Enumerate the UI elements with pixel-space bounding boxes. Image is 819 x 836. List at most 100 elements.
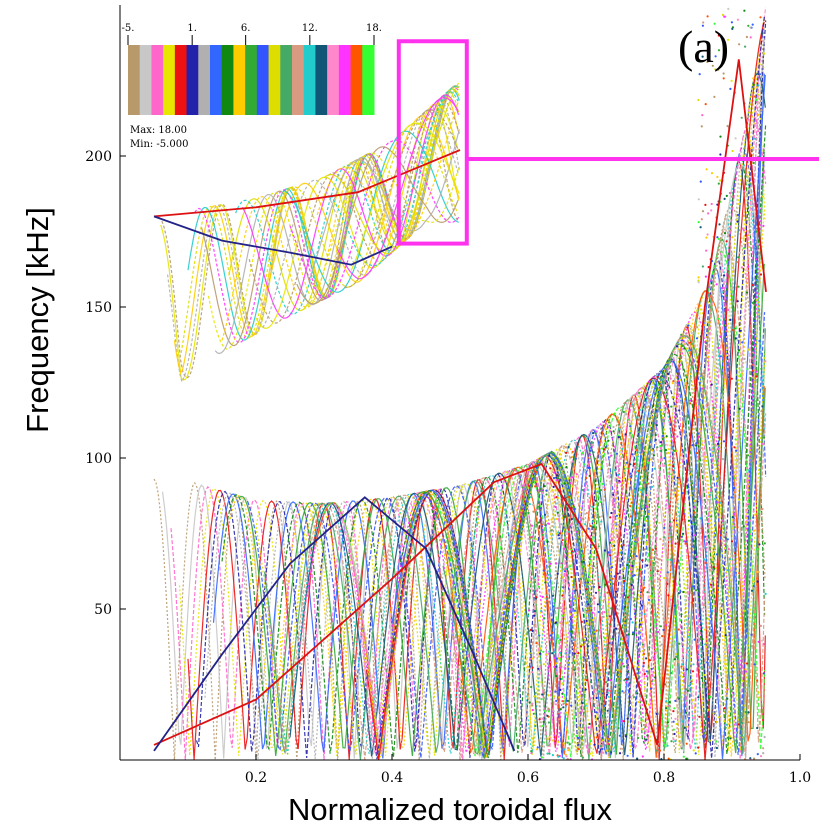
scatter-point (587, 527, 590, 530)
scatter-point (597, 690, 600, 693)
scatter-point (594, 499, 597, 502)
scatter-point (747, 265, 750, 268)
scatter-point (745, 361, 748, 364)
scatter-point (646, 396, 650, 400)
upper-mode-curve (221, 86, 460, 341)
scatter-point (652, 375, 655, 379)
scatter-point (551, 489, 554, 492)
scatter-point (709, 695, 712, 699)
scatter-point (675, 722, 678, 726)
scatter-point (734, 137, 737, 140)
scatter-point (626, 467, 629, 470)
scatter-point (607, 580, 610, 584)
scatter-point (577, 652, 580, 655)
scatter-point (559, 621, 562, 624)
scatter-point (682, 532, 685, 535)
scatter-point (669, 598, 672, 601)
scatter-point (531, 671, 534, 674)
scatter-point (672, 380, 675, 383)
scatter-point (551, 631, 554, 634)
scatter-point (658, 749, 662, 752)
scatter-point (569, 482, 572, 485)
scatter-point (560, 562, 563, 565)
scatter-point (563, 485, 566, 489)
scatter-point (670, 405, 673, 408)
scatter-point (538, 619, 541, 622)
scatter-point (547, 665, 551, 668)
scatter-point (551, 594, 555, 597)
scatter-point (542, 650, 545, 653)
scatter-point (582, 560, 585, 563)
scatter-point (578, 711, 581, 715)
scatter-point (577, 748, 581, 751)
scatter-point (540, 756, 544, 759)
scatter-point (564, 652, 567, 655)
scatter-point (745, 291, 749, 294)
y-tick-label: 100 (85, 451, 112, 467)
scatter-point (630, 547, 633, 551)
scatter-point (601, 747, 604, 751)
scatter-point (739, 578, 742, 581)
scatter-point (752, 516, 755, 519)
colorbar-swatch (233, 45, 246, 115)
scatter-point (738, 43, 741, 46)
scatter-point (559, 688, 562, 692)
scatter-point (571, 550, 574, 553)
scatter-point (639, 589, 642, 592)
scatter-point (555, 657, 559, 660)
scatter-point (678, 674, 681, 677)
scatter-point (562, 472, 565, 475)
scatter-point (531, 704, 534, 707)
scatter-point (750, 589, 754, 592)
scatter-point (548, 606, 552, 609)
scatter-point (733, 526, 736, 529)
scatter-point (614, 469, 617, 472)
scatter-point (683, 726, 686, 730)
scatter-point (601, 751, 605, 754)
scatter-point (592, 597, 595, 600)
scatter-point (640, 514, 643, 517)
scatter-point (710, 433, 713, 437)
scatter-point (562, 568, 566, 571)
scatter-point (552, 476, 556, 480)
scatter-point (750, 147, 753, 150)
scatter-point (712, 712, 715, 715)
scatter-point (608, 655, 612, 658)
scatter-point (692, 585, 695, 588)
scatter-point (706, 498, 710, 501)
scatter-point (738, 572, 741, 575)
scatter-point (743, 357, 746, 360)
scatter-point (718, 659, 721, 662)
scatter-point (744, 494, 748, 497)
scatter-point (644, 541, 647, 544)
scatter-point (625, 497, 629, 500)
scatter-point (687, 600, 691, 603)
scatter-point (716, 485, 719, 488)
scatter-point (556, 474, 559, 477)
scatter-point (643, 605, 646, 608)
scatter-point (704, 561, 707, 565)
scatter-point (728, 558, 732, 561)
scatter-point (542, 717, 545, 720)
scatter-point (738, 407, 741, 410)
scatter-point (665, 707, 668, 710)
lower-mode-curve (382, 35, 766, 756)
scatter-point (575, 530, 579, 533)
scatter-point (582, 463, 586, 466)
scatter-point (755, 230, 758, 233)
scatter-point (688, 684, 691, 687)
scatter-point (636, 512, 640, 515)
scatter-point (575, 734, 578, 738)
scatter-point (725, 723, 729, 726)
scatter-point (692, 663, 695, 666)
scatter-point (721, 599, 724, 602)
scatter-point (738, 638, 741, 642)
scatter-point (701, 24, 705, 27)
scatter-point (645, 675, 648, 678)
scatter-point (587, 645, 590, 648)
scatter-point (701, 390, 705, 393)
scatter-point (576, 597, 579, 600)
scatter-point (581, 554, 584, 557)
scatter-point (602, 615, 605, 619)
scatter-point (638, 391, 641, 395)
